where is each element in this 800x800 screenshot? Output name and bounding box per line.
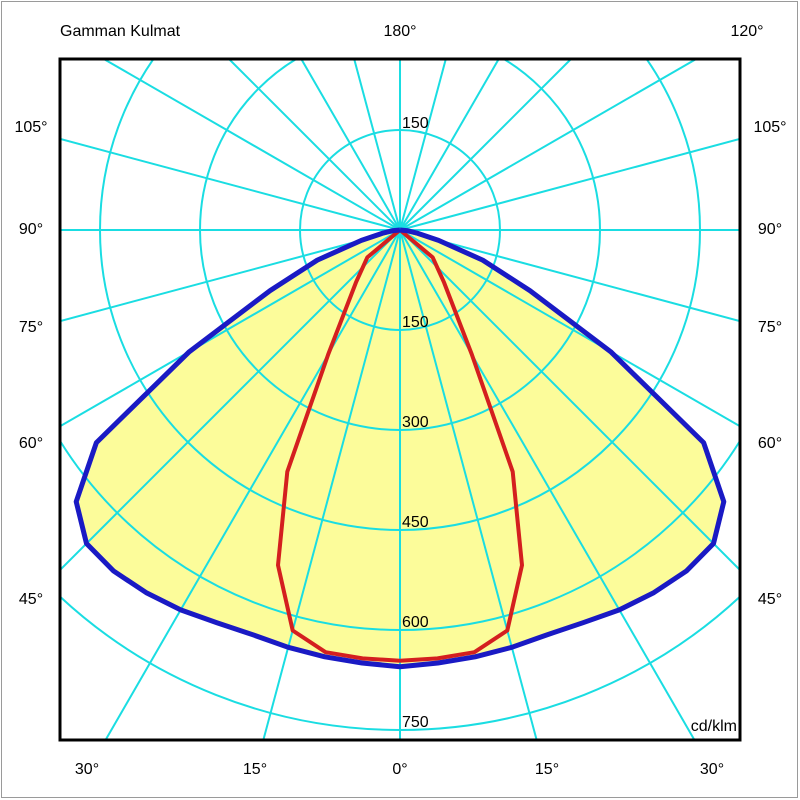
right-angle-label: 45° (758, 591, 782, 608)
right-angle-label: 60° (758, 435, 782, 452)
polar-grid-spoke (399, 137, 740, 231)
axis-labels-layer: 105° 90° 75° 60° 45° 105° 90° 75° 60° 45° 30° 15° 0°… (14, 115, 786, 778)
top-angle-label-120: 120° (730, 23, 763, 40)
polar-grid-spoke (262, 229, 401, 740)
polar-grid-spoke (399, 229, 740, 428)
polar-grid-spoke (103, 59, 401, 231)
blue-intensity-curve (73, 227, 727, 670)
polar-grid-spoke (399, 229, 538, 740)
radial-tick-label: 750 (402, 714, 429, 731)
bottom-angle-label: 0° (392, 761, 407, 778)
polar-grid-circle (99, 59, 701, 531)
polar-grid-spoke (399, 229, 740, 323)
red-intensity-curve (276, 228, 524, 663)
unit-label: cd/klm (691, 718, 737, 735)
polar-grid-spoke (399, 59, 572, 231)
polar-grid-circle (199, 59, 601, 431)
left-angle-label: 90° (19, 221, 43, 238)
polar-grid-spoke (399, 59, 500, 231)
polar-grid-spoke (60, 229, 401, 428)
polar-grid-spoke (399, 229, 696, 740)
bottom-angle-label: 30° (75, 761, 99, 778)
radial-tick-label-top: 150 (402, 115, 429, 132)
plot-border (58, 57, 742, 742)
bottom-angle-label: 15° (535, 761, 559, 778)
polar-grid-spoke (353, 59, 401, 231)
left-angle-label: 105° (14, 119, 47, 136)
polar-grid-layer (60, 59, 740, 740)
polar-grid-spoke (104, 229, 401, 740)
radial-tick-label: 450 (402, 514, 429, 531)
right-angle-label: 75° (758, 319, 782, 336)
polar-grid-spoke (399, 59, 447, 231)
intensity-curves-layer (73, 227, 727, 670)
left-angle-label: 45° (19, 591, 43, 608)
polar-grid-circle (299, 129, 501, 331)
bottom-angle-label: 15° (243, 761, 267, 778)
chart-title: Gamman Kulmat (60, 23, 181, 40)
right-angle-label: 90° (758, 221, 782, 238)
radial-tick-label: 600 (402, 614, 429, 631)
polar-grid-spoke (60, 137, 401, 231)
right-angle-label: 105° (753, 119, 786, 136)
polar-grid-circle (60, 595, 740, 731)
top-angle-label-180: 180° (383, 23, 416, 40)
polar-grid-spoke (60, 229, 401, 323)
left-angle-label: 60° (19, 435, 43, 452)
polar-grid-spoke (399, 59, 697, 231)
radial-tick-label: 150 (402, 314, 429, 331)
radial-tick-label: 300 (402, 414, 429, 431)
polar-grid-spoke (228, 59, 401, 231)
polar-grid-spoke (300, 59, 401, 231)
polar-grid-circle (60, 438, 740, 631)
left-angle-label: 75° (19, 319, 43, 336)
bottom-angle-label: 30° (700, 761, 724, 778)
